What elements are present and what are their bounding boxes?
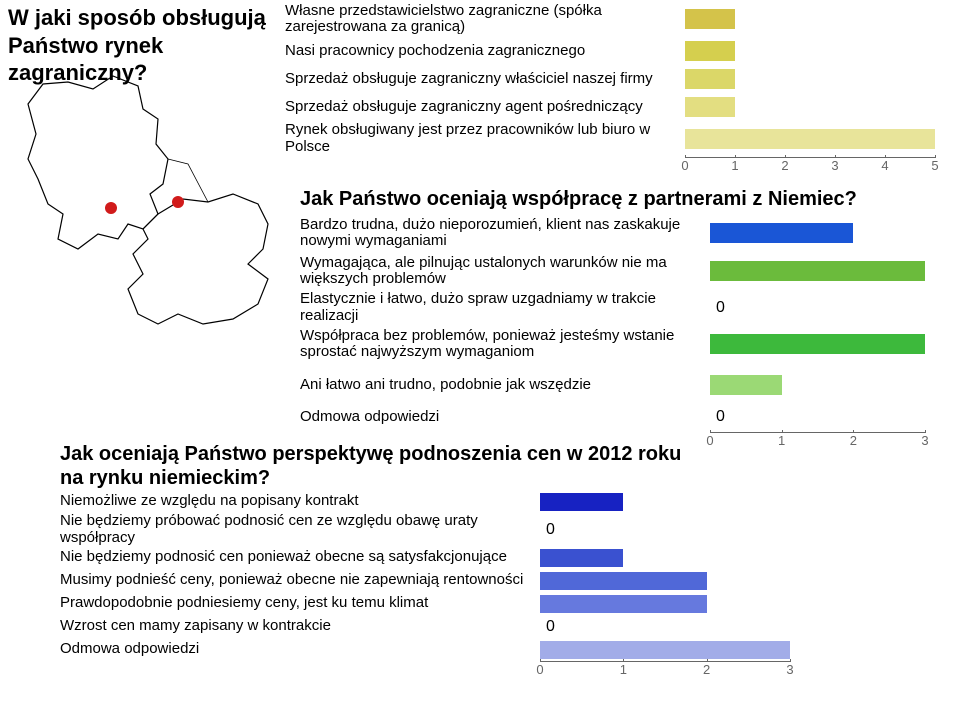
row-value: 0 [540, 618, 558, 636]
axis-tick: 5 [931, 158, 938, 173]
axis-tick: 0 [536, 662, 543, 677]
chart-axis: 012345 [685, 157, 935, 175]
row-label: Odmowa odpowiedzi [60, 641, 540, 658]
row-label: Musimy podnieść ceny, ponieważ obecne ni… [60, 572, 540, 589]
row-label: Wymagająca, ale pilnując ustalonych waru… [300, 255, 710, 288]
axis-tick: 4 [881, 158, 888, 173]
row-label: Ani łatwo ani trudno, podobnie jak wszęd… [300, 377, 710, 394]
row-bar [685, 129, 935, 149]
row-bar [685, 9, 735, 29]
chart-row: Rynek obsługiwany jest przez pracowników… [285, 122, 955, 155]
chart-row: Prawdopodobnie podniesiemy ceny, jest ku… [60, 592, 950, 615]
chart-axis: 0123 [710, 432, 925, 450]
row-label: Niemożliwe ze względu na popisany kontra… [60, 493, 540, 510]
q3-title: Jak oceniają Państwo perspektywę podnosz… [0, 442, 700, 490]
chart-q1: Własne przedstawicielstwo zagraniczne (s… [285, 2, 955, 175]
map-graphic [8, 64, 278, 364]
row-bar [710, 261, 925, 281]
chart-row: Ani łatwo ani trudno, podobnie jak wszęd… [300, 372, 955, 398]
row-bar [710, 375, 782, 395]
axis-tick: 1 [778, 433, 785, 448]
row-bar [685, 69, 735, 89]
row-label: Nie będziemy próbować podnosić cen ze wz… [60, 513, 540, 546]
axis-tick: 2 [781, 158, 788, 173]
row-bar [685, 41, 735, 61]
row-label: Odmowa odpowiedzi [300, 409, 710, 426]
chart-q3: Niemożliwe ze względu na popisany kontra… [60, 490, 950, 679]
row-label: Sprzedaż obsługuje zagraniczny agent poś… [285, 99, 685, 116]
row-label: Bardzo trudna, dużo nieporozumień, klien… [300, 217, 710, 250]
chart-row: Wymagająca, ale pilnując ustalonych waru… [300, 253, 955, 289]
chart-q2: Jak Państwo oceniają współpracę z partne… [300, 180, 955, 450]
chart-row: Sprzedaż obsługuje zagraniczny agent poś… [285, 94, 955, 120]
row-label: Elastycznie i łatwo, dużo spraw uzgadnia… [300, 291, 710, 324]
chart-row: Elastycznie i łatwo, dużo spraw uzgadnia… [300, 291, 955, 324]
chart-axis: 0123 [540, 661, 790, 679]
axis-tick: 0 [681, 158, 688, 173]
chart-row: Odmowa odpowiedzi0 [300, 404, 955, 430]
row-bar [540, 595, 707, 613]
row-bar [710, 223, 853, 243]
axis-tick: 1 [731, 158, 738, 173]
row-label: Wzrost cen mamy zapisany w kontrakcie [60, 618, 540, 635]
row-bar [710, 334, 925, 354]
row-value: 0 [710, 299, 728, 317]
axis-tick: 3 [786, 662, 793, 677]
row-label: Własne przedstawicielstwo zagraniczne (s… [285, 3, 685, 36]
row-bar [540, 572, 707, 590]
axis-tick: 3 [831, 158, 838, 173]
row-value: 0 [540, 521, 558, 539]
row-label: Sprzedaż obsługuje zagraniczny właścicie… [285, 71, 685, 88]
axis-tick: 0 [706, 433, 713, 448]
row-label: Nasi pracownicy pochodzenia zagraniczneg… [285, 43, 685, 60]
chart-row: Bardzo trudna, dużo nieporozumień, klien… [300, 215, 955, 251]
chart-row: Własne przedstawicielstwo zagraniczne (s… [285, 2, 955, 36]
axis-tick: 3 [921, 433, 928, 448]
row-label: Prawdopodobnie podniesiemy ceny, jest ku… [60, 595, 540, 612]
row-bar [540, 641, 790, 659]
axis-tick: 2 [850, 433, 857, 448]
row-bar [685, 97, 735, 117]
row-label: Nie będziemy podnosić cen ponieważ obecn… [60, 549, 540, 566]
chart-row: Odmowa odpowiedzi3 [60, 638, 950, 661]
axis-tick: 2 [703, 662, 710, 677]
row-label: Współpraca bez problemów, ponieważ jeste… [300, 328, 710, 361]
chart-row: Współpraca bez problemów, ponieważ jeste… [300, 326, 955, 362]
row-bar [540, 493, 623, 511]
q2-title: Jak Państwo oceniają współpracę z partne… [300, 188, 955, 211]
chart-row: Sprzedaż obsługuje zagraniczny właścicie… [285, 66, 955, 92]
chart-row: Musimy podnieść ceny, ponieważ obecne ni… [60, 569, 950, 592]
row-bar [540, 549, 623, 567]
chart-row: Wzrost cen mamy zapisany w kontrakcie0 [60, 615, 950, 638]
row-value: 0 [710, 408, 728, 426]
chart-row: Nie będziemy podnosić cen ponieważ obecn… [60, 546, 950, 569]
axis-tick: 1 [620, 662, 627, 677]
chart-row: Nasi pracownicy pochodzenia zagraniczneg… [285, 38, 955, 64]
chart-row: Nie będziemy próbować podnosić cen ze wz… [60, 513, 950, 546]
row-label: Rynek obsługiwany jest przez pracowników… [285, 122, 685, 155]
chart-row: Niemożliwe ze względu na popisany kontra… [60, 490, 950, 513]
